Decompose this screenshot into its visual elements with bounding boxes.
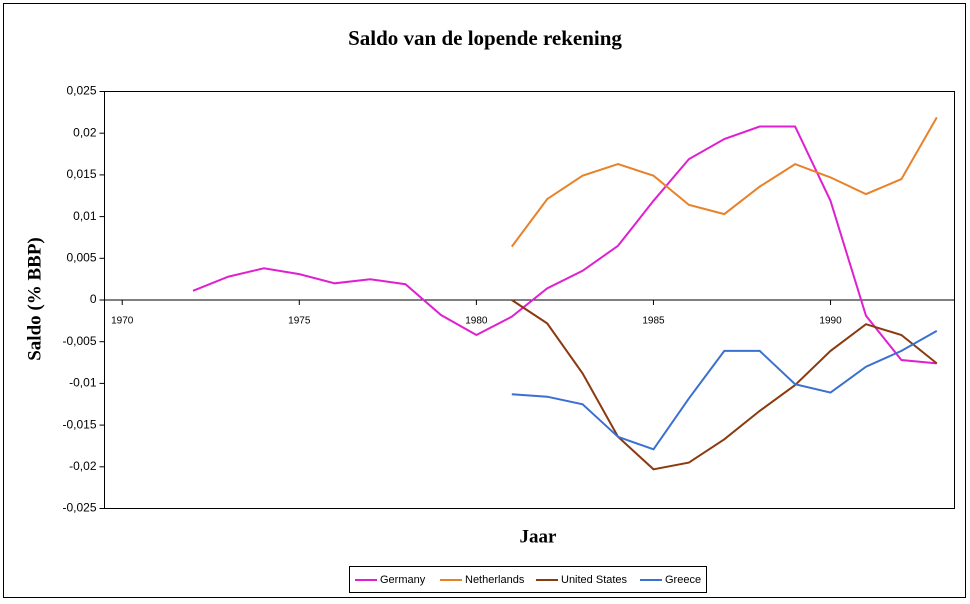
legend-label: Greece bbox=[665, 574, 701, 586]
chart-title: Saldo van de lopende rekening bbox=[348, 26, 622, 50]
y-axis-label: Saldo (% BBP) bbox=[24, 237, 45, 361]
chart-border bbox=[3, 3, 966, 598]
y-tick-label: -0,02 bbox=[69, 459, 97, 473]
y-tick-label: -0,005 bbox=[62, 334, 96, 348]
series-line bbox=[511, 330, 938, 451]
y-tick-label: -0,025 bbox=[62, 501, 96, 515]
y-tick-label: 0 bbox=[90, 292, 97, 306]
legend-label: Germany bbox=[380, 574, 426, 586]
x-tick-label: 1985 bbox=[642, 316, 665, 327]
series-line bbox=[192, 125, 937, 365]
y-tick-label: -0,015 bbox=[62, 417, 96, 431]
y-tick-label: 0,005 bbox=[66, 250, 96, 264]
x-tick-label: 1990 bbox=[819, 316, 842, 327]
series-line bbox=[510, 116, 938, 248]
x-tick-label: 1975 bbox=[288, 316, 311, 327]
x-tick-label: 1980 bbox=[465, 316, 488, 327]
x-axis-label: Jaar bbox=[520, 526, 558, 547]
legend-label: United States bbox=[561, 574, 628, 586]
y-tick-label: -0,01 bbox=[69, 376, 97, 390]
legend-label: Netherlands bbox=[465, 574, 525, 586]
series-line bbox=[511, 299, 938, 471]
y-tick-label: 0,02 bbox=[73, 125, 97, 139]
y-tick-label: 0,015 bbox=[66, 167, 96, 181]
y-tick-label: 0,01 bbox=[73, 209, 97, 223]
x-tick-label: 1970 bbox=[111, 316, 134, 327]
y-tick-label: 0,025 bbox=[66, 84, 96, 98]
